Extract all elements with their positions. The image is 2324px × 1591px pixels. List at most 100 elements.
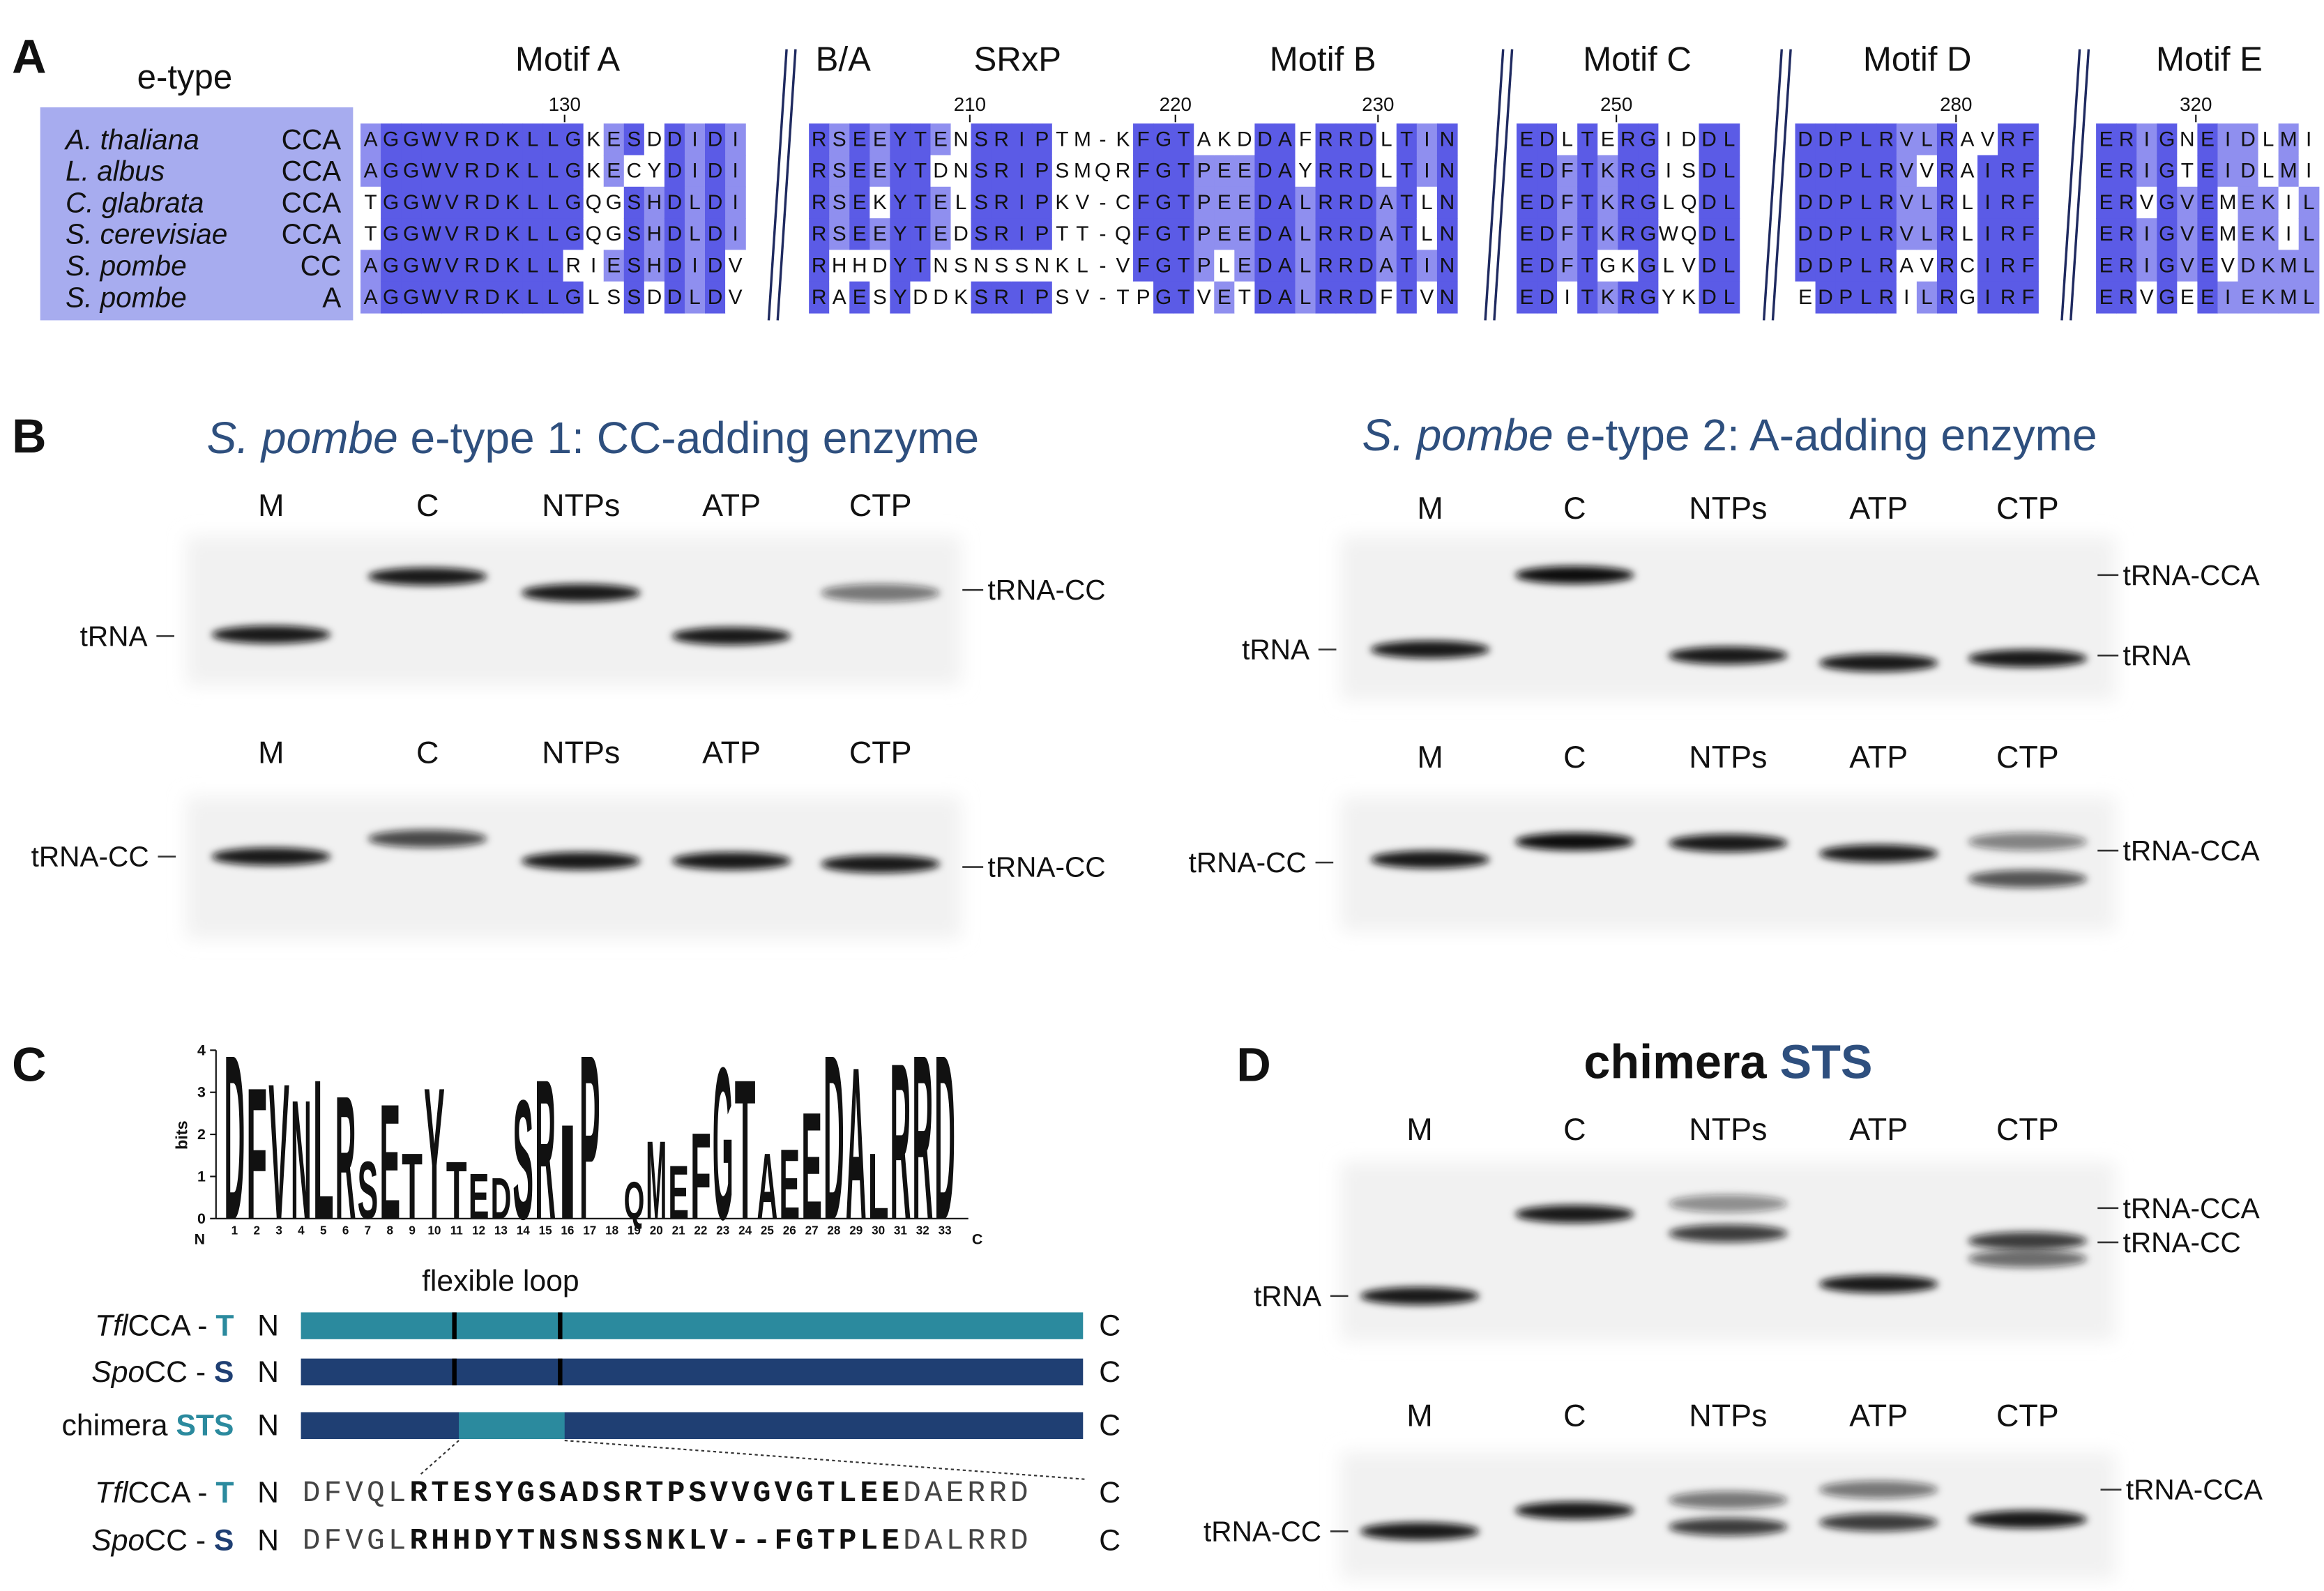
residue-cell xyxy=(1998,218,2019,251)
band-label: tRNA-CC xyxy=(31,841,149,873)
residue-cell xyxy=(1112,186,1134,219)
residue-cell xyxy=(1133,186,1154,219)
residue: A xyxy=(1278,222,1292,245)
residue-cell xyxy=(1295,281,1316,314)
residue-cell xyxy=(1031,186,1053,219)
residue: E xyxy=(1520,191,1534,214)
residue-cell xyxy=(1537,250,1558,282)
sequence-part: RTESYGSADSRTPSVVGVGTLEE xyxy=(410,1475,904,1509)
logo-letter: E xyxy=(379,1070,400,1254)
residue-cell xyxy=(1436,186,1458,219)
residue-cell xyxy=(441,155,462,188)
residue-cell xyxy=(1031,218,1053,251)
logo-letter: L xyxy=(868,1134,889,1239)
residue: P xyxy=(1035,286,1049,309)
residue: T xyxy=(1581,160,1594,183)
residue: R xyxy=(994,160,1009,183)
residue-cell xyxy=(890,186,911,219)
residue: E xyxy=(1520,160,1534,183)
residue: E xyxy=(1238,191,1252,214)
residue: R xyxy=(464,191,480,214)
residue: V xyxy=(1075,286,1089,309)
residue-cell xyxy=(1295,218,1316,251)
residue: D xyxy=(1818,160,1833,183)
residue: F xyxy=(1560,222,1573,245)
sequence-row: EDFTKRGLQDL xyxy=(1517,191,1740,214)
sequence-row: RSEEYTEDSRIPTT-QFGTPEEDALRRDATLN xyxy=(809,222,1457,245)
residue: A xyxy=(833,286,846,309)
residue-cell xyxy=(1678,250,1700,282)
residue: I xyxy=(732,128,738,151)
residue-cell xyxy=(1376,250,1397,282)
residue-cell xyxy=(1214,123,1235,156)
lane-label: M xyxy=(258,487,284,523)
residue: S xyxy=(974,160,988,183)
residue: D xyxy=(1818,254,1833,277)
residue: L xyxy=(1218,254,1230,277)
logo-letter: S xyxy=(358,1145,379,1237)
residue: N xyxy=(1440,160,1455,183)
residue-cell xyxy=(1876,123,1897,156)
residue: P xyxy=(1035,128,1049,151)
residue-cell xyxy=(381,155,402,188)
residue-cell xyxy=(1658,218,1680,251)
residue: D xyxy=(1818,286,1833,309)
logo-letter-group: E xyxy=(668,1150,689,1235)
residue: L xyxy=(547,191,559,214)
residue: L xyxy=(1921,286,1933,309)
residue-cell xyxy=(1051,123,1073,156)
loop-boundary xyxy=(558,1312,563,1339)
residue-cell xyxy=(1396,250,1418,282)
construct-label-part: CCA - xyxy=(128,1309,216,1343)
residue-cell xyxy=(829,218,850,251)
residue-cell xyxy=(563,250,584,282)
residue: K xyxy=(873,191,887,214)
residue-cell xyxy=(1214,155,1235,188)
residue-cell xyxy=(971,281,992,314)
logo-letter-group: S xyxy=(358,1145,379,1237)
y-tick-label: 4 xyxy=(197,1042,206,1058)
construct-label-part: STS xyxy=(176,1409,234,1442)
residue: D xyxy=(708,191,723,214)
residue-cell xyxy=(1699,281,1720,314)
residue: T xyxy=(1400,286,1413,309)
residue: K xyxy=(1621,254,1635,277)
motif-header: Motif A xyxy=(515,41,620,79)
logo-letter-group: L xyxy=(868,1134,889,1239)
residue: T xyxy=(1400,191,1413,214)
residue-cell xyxy=(705,123,726,156)
residue: A xyxy=(1278,286,1292,309)
residue-cell xyxy=(1315,281,1337,314)
logo-letter: G xyxy=(713,1021,734,1265)
residue: I xyxy=(1984,254,1990,277)
residue-cell xyxy=(1011,281,1033,314)
residue-cell xyxy=(1031,123,1053,156)
residue-cell xyxy=(1355,218,1377,251)
residue-cell xyxy=(502,123,524,156)
group-label: e-type xyxy=(137,59,233,96)
residue-cell xyxy=(1618,186,1639,219)
residue-cell xyxy=(1537,218,1558,251)
residue: E xyxy=(934,128,948,151)
residue: E xyxy=(873,128,887,151)
residue: D xyxy=(1257,254,1273,277)
residue: R xyxy=(565,254,581,277)
residue-cell xyxy=(644,281,665,314)
residue-cell xyxy=(1275,281,1296,314)
lane-label: ATP xyxy=(1849,1397,1908,1433)
logo-letter: V xyxy=(268,1043,289,1260)
residue: S xyxy=(627,191,641,214)
residue: D xyxy=(1257,160,1273,183)
residue-cell xyxy=(482,123,503,156)
residue: I xyxy=(1424,254,1429,277)
residue: D xyxy=(1798,254,1813,277)
residue: F xyxy=(1560,254,1573,277)
lane-label: M xyxy=(1406,1111,1432,1147)
residue-cell xyxy=(1335,186,1357,219)
residue: F xyxy=(1560,160,1573,183)
residue-cell xyxy=(1516,155,1537,188)
residue: E xyxy=(607,128,621,151)
residue-cell xyxy=(1072,123,1093,156)
residue-cell xyxy=(1436,281,1458,314)
residue: I xyxy=(732,160,738,183)
